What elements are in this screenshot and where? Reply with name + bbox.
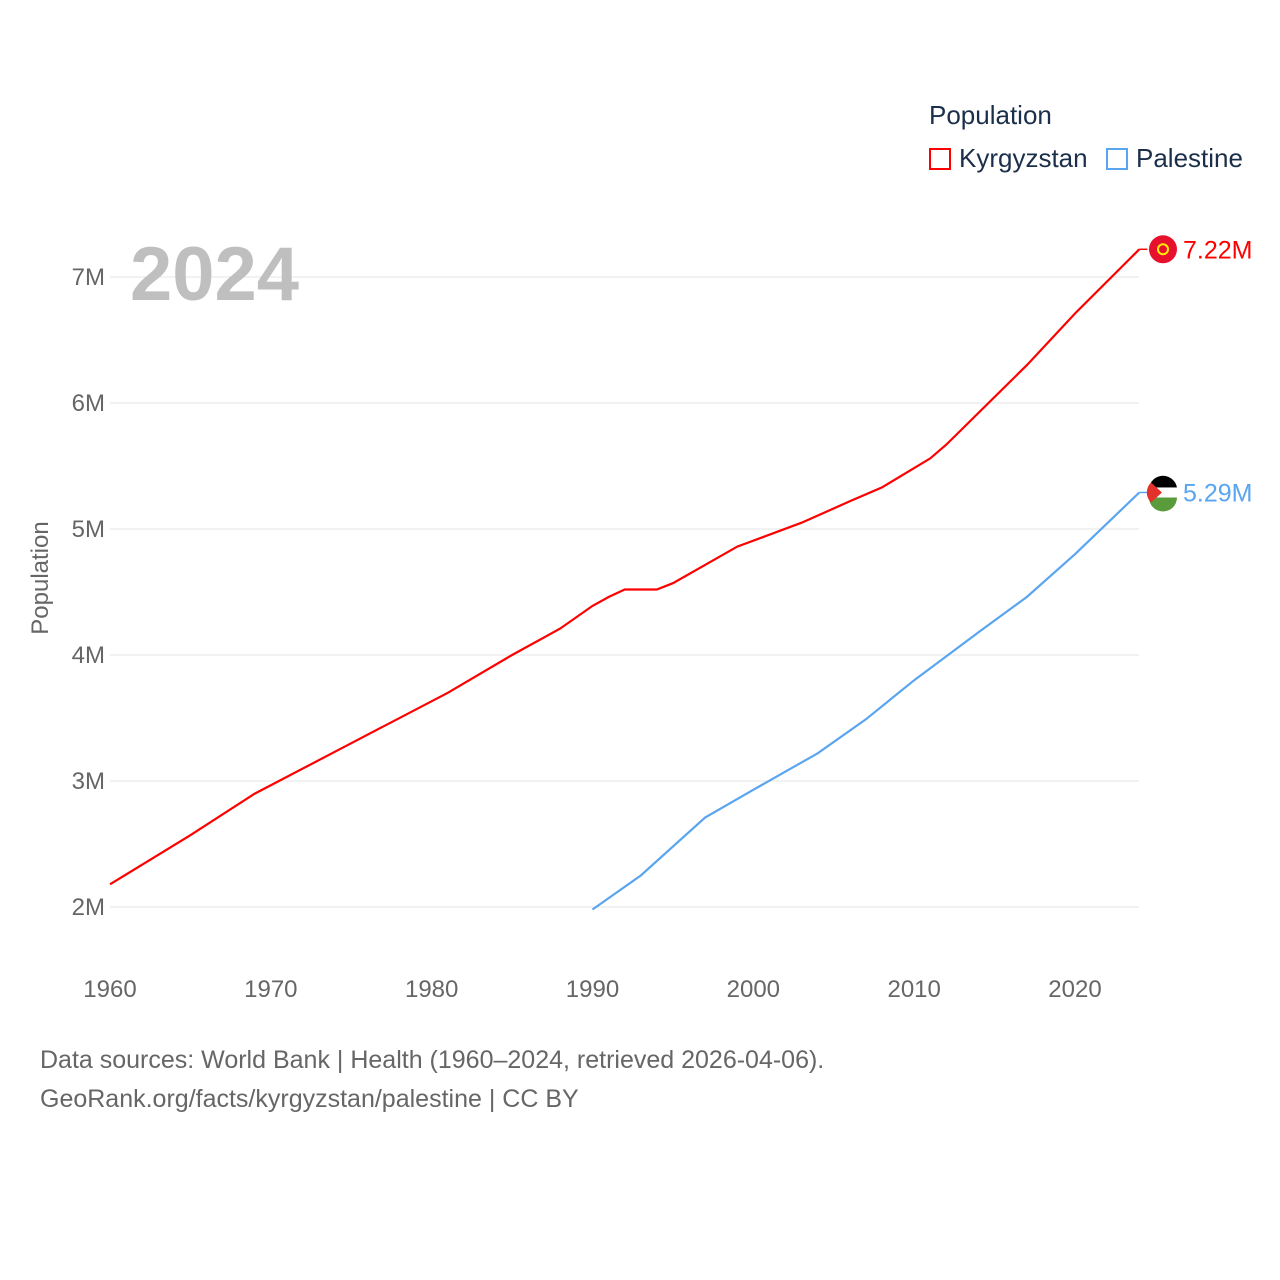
legend-item-palestine[interactable]: Palestine [1106,143,1243,174]
series-line-kyrgyzstan [109,248,1141,886]
footer-link[interactable]: GeoRank.org/facts/kyrgyzstan/palestine |… [40,1085,579,1113]
y-tick-label: 4M [72,642,105,669]
y-tick-label: 6M [72,390,105,417]
footer-sources: Data sources: World Bank | Health (1960–… [40,1046,825,1074]
flag-stripe [1149,497,1177,512]
x-tick-label: 1960 [83,976,136,1003]
y-axis-label: Population [27,521,54,634]
flag-stripe [1149,487,1177,498]
legend-label: Kyrgyzstan [959,143,1088,173]
flag-sun [1157,243,1169,256]
legend-title: Population [929,100,1052,130]
legend-item-kyrgyzstan[interactable]: Kyrgyzstan [929,143,1088,174]
end-value-label: 7.22M [1183,236,1252,264]
x-tick-label: 2010 [887,976,940,1003]
flag-triangle [1146,482,1162,503]
x-tick-label: 1990 [566,976,619,1003]
y-tick-label: 5M [72,516,105,543]
x-tick-label: 2000 [727,976,780,1003]
legend-swatch [929,147,951,170]
y-tick-label: 2M [72,894,105,921]
x-tick-label: 1980 [405,976,458,1003]
series-line-palestine [591,491,1141,911]
legend-swatch [1106,147,1128,170]
palestine-flag-icon [1148,475,1177,493]
kyrgyzstan-flag-icon [1149,235,1177,264]
y-tick-label: 3M [72,768,105,795]
y-tick-label: 7M [72,264,105,291]
legend-label: Palestine [1136,143,1243,173]
end-value-label: 5.29M [1183,479,1252,507]
x-tick-label: 1970 [244,976,297,1003]
x-tick-label: 2020 [1048,976,1101,1003]
year-label: 2024 [130,232,299,317]
